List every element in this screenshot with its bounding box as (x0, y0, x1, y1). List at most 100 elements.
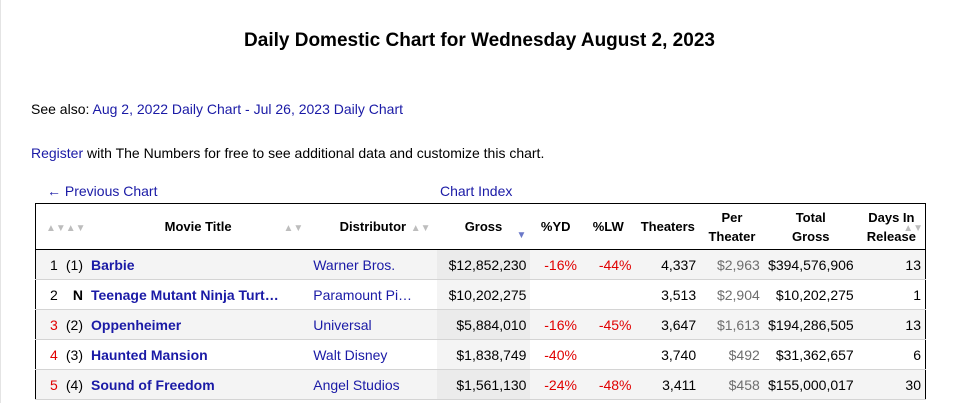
pct-yd-cell: -16% (530, 309, 581, 340)
movie-title-cell: Teenage Mutant Ninja Turt… (87, 279, 310, 310)
pct-yd-cell: -40% (530, 339, 581, 370)
movie-title-link[interactable]: Barbie (91, 256, 135, 273)
per-theater-header-label-1: Per (721, 209, 743, 225)
page-title: Daily Domestic Chart for Wednesday Augus… (244, 30, 715, 51)
per-theater-cell: $458 (700, 369, 764, 400)
rank-cell: 1 (35, 249, 62, 280)
days-in-release-cell: 30 (857, 369, 926, 400)
distributor-cell: Universal (309, 309, 437, 340)
distributor-link[interactable]: Walt Disney (313, 346, 388, 363)
movie-title-link[interactable]: Haunted Mansion (91, 346, 208, 363)
link-jul-26-2023-daily-chart[interactable]: Jul 26, 2023 Daily Chart (253, 101, 404, 117)
table-row: 3 (2) Oppenheimer Universal $5,884,010 -… (35, 309, 926, 340)
total-gross-header-label-1: Total (795, 209, 826, 225)
days-in-release-cell: 13 (857, 309, 926, 340)
movie-title-header-label: Movie Title (164, 219, 232, 234)
distributor-cell: Paramount Pi… (309, 279, 437, 310)
per-theater-cell: $492 (700, 339, 764, 370)
link-aug-2-2022-daily-chart[interactable]: Aug 2, 2022 Daily Chart (92, 101, 242, 117)
pct-lw-header-label: %LW (592, 219, 624, 234)
gross-cell: $5,884,010 (436, 309, 531, 340)
previous-rank-cell: (2) (61, 309, 87, 340)
table-row: 2 N Teenage Mutant Ninja Turt… Paramount… (35, 279, 926, 310)
previous-chart-link[interactable]: ← Previous Chart (47, 183, 158, 199)
table-row: 1 (1) Barbie Warner Bros. $12,852,230 -1… (35, 249, 926, 280)
per-theater-cell: $2,963 (700, 249, 764, 280)
see-also-label: See also: (31, 101, 90, 117)
days-in-release-cell: 1 (857, 279, 926, 310)
previous-rank-cell: (3) (61, 339, 87, 370)
total-gross-cell: $155,000,017 (763, 369, 858, 400)
gross-cell: $1,838,749 (436, 339, 531, 370)
distributor-link[interactable]: Angel Studios (313, 376, 400, 393)
sort-icon[interactable]: ▲▼ (46, 223, 66, 234)
sort-icon[interactable]: ▲▼ (903, 223, 923, 234)
distributor-cell: Angel Studios (309, 369, 437, 400)
total-gross-cell: $10,202,275 (763, 279, 858, 310)
theaters-cell: 3,647 (635, 309, 701, 340)
gross-cell: $12,852,230 (436, 249, 531, 280)
chart-index-link[interactable]: Chart Index (440, 183, 513, 199)
theaters-header[interactable]: Theaters (635, 203, 701, 250)
pct-lw-cell: -45% (580, 309, 636, 340)
pct-lw-header[interactable]: %LW (580, 203, 636, 250)
pct-yd-cell (530, 279, 581, 310)
days-header-label-1: Days In (868, 209, 915, 225)
distributor-link[interactable]: Paramount Pi… (313, 286, 413, 303)
theaters-cell: 3,513 (635, 279, 701, 310)
sort-icon[interactable]: ▲▼ (283, 223, 304, 234)
movie-title-cell: Oppenheimer (87, 309, 310, 340)
distributor-cell: Walt Disney (309, 339, 437, 370)
register-link[interactable]: Register (31, 145, 84, 161)
see-also-separator: - (241, 101, 254, 117)
days-header-label-2: Release (866, 228, 916, 244)
pct-yd-cell: -16% (530, 249, 581, 280)
movie-title-link[interactable]: Sound of Freedom (91, 376, 215, 393)
pct-lw-cell (580, 339, 636, 370)
see-also-line: See also: Aug 2, 2022 Daily Chart - Jul … (31, 101, 403, 117)
pct-yd-cell: -24% (530, 369, 581, 400)
sort-icon[interactable]: ▲▼ (410, 223, 431, 234)
movie-title-link[interactable]: Teenage Mutant Ninja Turt… (91, 286, 279, 303)
previous-rank-cell: N (61, 279, 87, 310)
movie-title-cell: Barbie (87, 249, 310, 280)
rank-header[interactable]: ▲▼ (35, 203, 66, 250)
sort-icon[interactable]: ▲▼ (65, 223, 86, 234)
total-gross-header[interactable]: Total Gross (763, 203, 858, 250)
theaters-cell: 3,740 (635, 339, 701, 370)
previous-rank-cell: (4) (61, 369, 87, 400)
days-in-release-header[interactable]: Days In Release ▲▼ (857, 203, 926, 250)
theaters-cell: 3,411 (635, 369, 701, 400)
rank-cell: 5 (35, 369, 62, 400)
days-in-release-cell: 13 (857, 249, 926, 280)
days-in-release-cell: 6 (857, 339, 926, 370)
movie-title-cell: Haunted Mansion (87, 339, 310, 370)
table-row: 5 (4) Sound of Freedom Angel Studios $1,… (35, 369, 926, 400)
total-gross-cell: $394,576,906 (763, 249, 858, 280)
register-text: with The Numbers for free to see additio… (83, 145, 545, 161)
gross-header[interactable]: Gross ▼ (436, 203, 531, 250)
pct-lw-cell (580, 279, 636, 310)
per-theater-cell: $2,904 (700, 279, 764, 310)
distributor-link[interactable]: Universal (313, 316, 372, 333)
movie-title-link[interactable]: Oppenheimer (91, 316, 182, 333)
previous-rank-header[interactable]: ▲▼ (61, 203, 87, 250)
rank-cell: 3 (35, 309, 62, 340)
gross-cell: $1,561,130 (436, 369, 531, 400)
table-header-row: ▲▼ ▲▼ Movie Title ▲▼ Distributor ▲▼ Gross ▼… (35, 203, 926, 250)
rank-cell: 4 (35, 339, 62, 370)
movie-title-header[interactable]: Movie Title ▲▼ (87, 203, 310, 250)
table-row: 4 (3) Haunted Mansion Walt Disney $1,838… (35, 339, 926, 370)
distributor-header-label: Distributor (339, 219, 407, 234)
rank-cell: 2 (35, 279, 62, 310)
pct-yd-header[interactable]: %YD (530, 203, 581, 250)
distributor-header[interactable]: Distributor ▲▼ (309, 203, 437, 250)
per-theater-header[interactable]: Per Theater (700, 203, 764, 250)
total-gross-header-label-2: Gross (791, 228, 830, 244)
previous-rank-cell: (1) (61, 249, 87, 280)
distributor-link[interactable]: Warner Bros. (313, 256, 396, 273)
sort-descending-icon[interactable]: ▼ (516, 230, 527, 241)
total-gross-cell: $194,286,505 (763, 309, 858, 340)
box-office-table: ▲▼ ▲▼ Movie Title ▲▼ Distributor ▲▼ Gross ▼… (35, 203, 926, 400)
